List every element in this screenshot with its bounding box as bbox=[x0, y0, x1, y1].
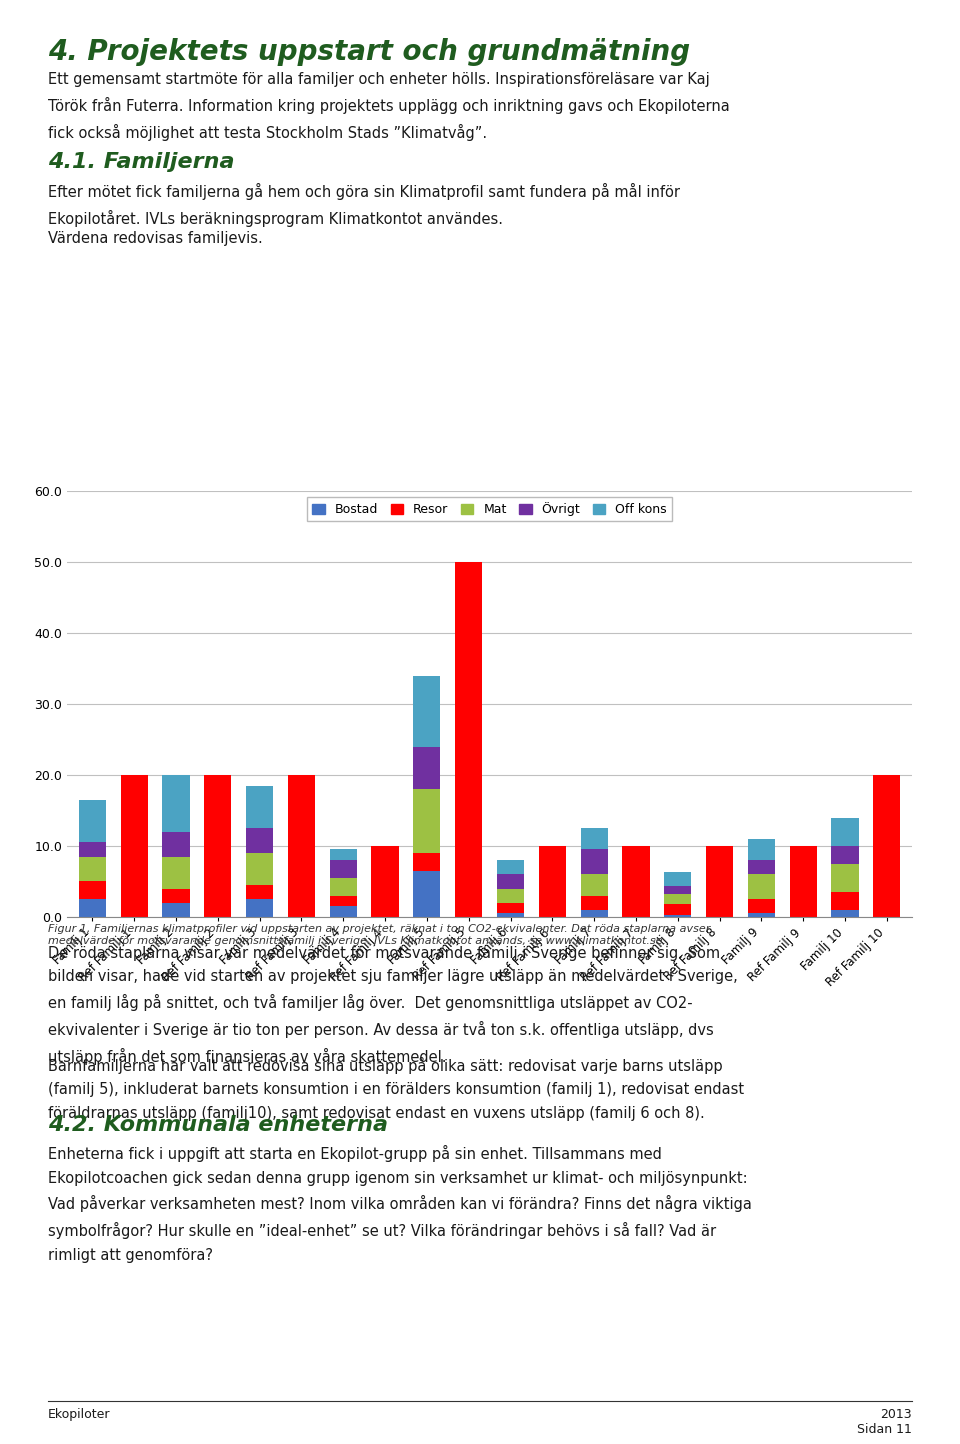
Bar bbox=[581, 849, 608, 875]
Bar bbox=[79, 842, 106, 856]
Text: Efter mötet fick familjerna gå hem och göra sin Klimatprofil samt fundera på mål: Efter mötet fick familjerna gå hem och g… bbox=[48, 183, 680, 227]
Bar bbox=[581, 829, 608, 849]
Bar bbox=[874, 775, 900, 917]
Bar bbox=[831, 864, 858, 892]
Text: Ekopiloter: Ekopiloter bbox=[48, 1408, 110, 1421]
Bar bbox=[413, 676, 441, 747]
Bar bbox=[664, 894, 691, 904]
Bar bbox=[204, 775, 231, 917]
Bar bbox=[581, 910, 608, 917]
Bar bbox=[246, 885, 274, 900]
Bar bbox=[497, 861, 524, 875]
Bar bbox=[162, 856, 189, 888]
Bar bbox=[581, 895, 608, 910]
Bar bbox=[497, 902, 524, 914]
Text: 2013
Sidan 11: 2013 Sidan 11 bbox=[857, 1408, 912, 1435]
Text: Figur 1, Familjernas klimatprofiler vid uppstarten av projektet, räknat i ton CO: Figur 1, Familjernas klimatprofiler vid … bbox=[48, 924, 710, 946]
Bar bbox=[539, 846, 566, 917]
Bar bbox=[664, 904, 691, 915]
Bar bbox=[121, 775, 148, 917]
Bar bbox=[162, 775, 189, 832]
Bar bbox=[246, 786, 274, 829]
Bar bbox=[790, 846, 817, 917]
Text: Ett gemensamt startmöte för alla familjer och enheter hölls. Inspirationsföreläs: Ett gemensamt startmöte för alla familje… bbox=[48, 72, 730, 142]
Bar bbox=[329, 861, 357, 878]
Text: 4.1. Familjerna: 4.1. Familjerna bbox=[48, 152, 234, 172]
Bar bbox=[455, 562, 482, 917]
Bar bbox=[329, 907, 357, 917]
Text: Barnfamiljerna har valt att redovisa sina utsläpp på olika sätt: redovisat varje: Barnfamiljerna har valt att redovisa sin… bbox=[48, 1057, 744, 1121]
Legend: Bostad, Resor, Mat, Övrigt, Off kons: Bostad, Resor, Mat, Övrigt, Off kons bbox=[307, 497, 672, 521]
Bar bbox=[622, 846, 650, 917]
Text: 4.2. Kommunala enheterna: 4.2. Kommunala enheterna bbox=[48, 1115, 388, 1135]
Bar bbox=[664, 915, 691, 917]
Bar bbox=[497, 888, 524, 902]
Bar bbox=[664, 872, 691, 887]
Bar bbox=[831, 892, 858, 910]
Bar bbox=[497, 914, 524, 917]
Bar bbox=[748, 875, 775, 900]
Text: De röda staplarna visar var medelvärdet för motsvarande familj i Sverige befinne: De röda staplarna visar var medelvärdet … bbox=[48, 946, 737, 1064]
Bar bbox=[748, 900, 775, 914]
Bar bbox=[413, 790, 441, 853]
Bar bbox=[288, 775, 315, 917]
Bar bbox=[162, 902, 189, 917]
Bar bbox=[162, 888, 189, 902]
Bar bbox=[162, 832, 189, 856]
Bar bbox=[79, 900, 106, 917]
Text: 4. Projektets uppstart och grundmätning: 4. Projektets uppstart och grundmätning bbox=[48, 38, 690, 65]
Bar bbox=[329, 878, 357, 895]
Bar bbox=[413, 747, 441, 788]
Bar bbox=[706, 846, 733, 917]
Bar bbox=[748, 861, 775, 875]
Bar bbox=[79, 881, 106, 900]
Bar bbox=[581, 875, 608, 895]
Bar bbox=[413, 853, 441, 871]
Bar bbox=[329, 849, 357, 861]
Bar bbox=[831, 846, 858, 864]
Bar bbox=[413, 871, 441, 917]
Text: Värdena redovisas familjevis.: Värdena redovisas familjevis. bbox=[48, 231, 263, 245]
Bar bbox=[246, 829, 274, 853]
Bar bbox=[329, 895, 357, 907]
Bar bbox=[831, 910, 858, 917]
Text: Enheterna fick i uppgift att starta en Ekopilot-grupp på sin enhet. Tillsammans : Enheterna fick i uppgift att starta en E… bbox=[48, 1145, 752, 1262]
Bar bbox=[748, 914, 775, 917]
Bar bbox=[79, 800, 106, 842]
Bar bbox=[497, 874, 524, 888]
Bar bbox=[79, 856, 106, 881]
Bar bbox=[246, 853, 274, 885]
Bar bbox=[664, 887, 691, 894]
Bar bbox=[748, 839, 775, 861]
Bar bbox=[831, 817, 858, 846]
Bar bbox=[372, 846, 398, 917]
Bar bbox=[246, 900, 274, 917]
